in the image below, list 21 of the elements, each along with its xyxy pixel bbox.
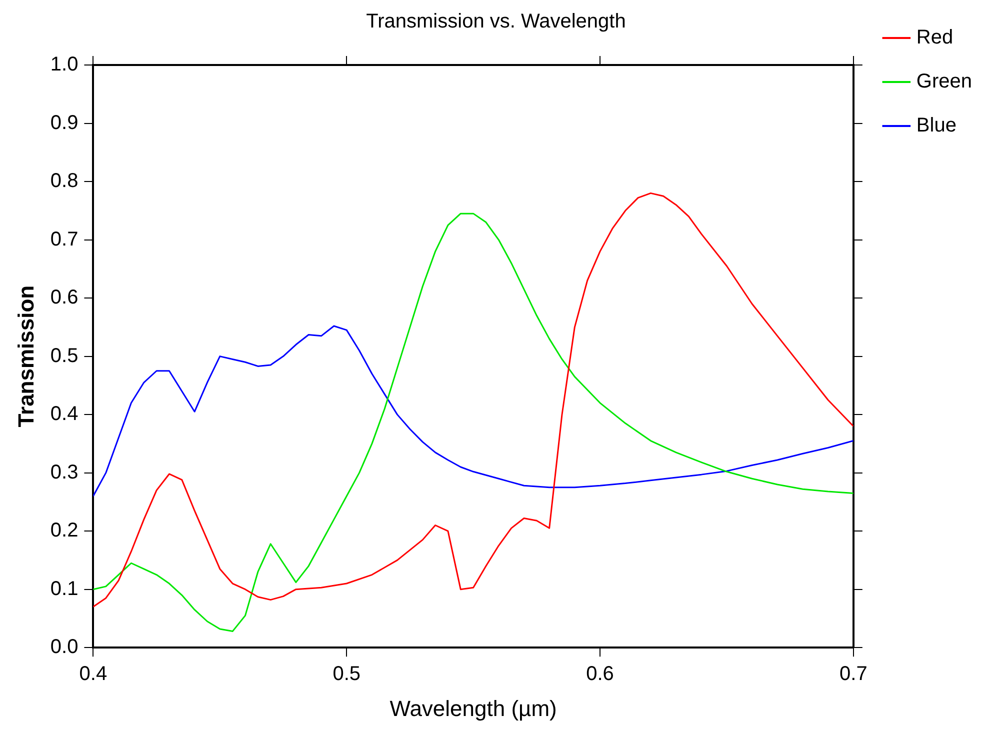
x-tick-label: 0.7 <box>840 663 868 686</box>
chart-title: Transmission vs. Wavelength <box>366 10 626 33</box>
y-tick-label: 0.0 <box>50 636 78 658</box>
y-tick-label: 0.2 <box>50 520 78 542</box>
y-tick-label: 1.0 <box>50 54 78 76</box>
x-tick-label: 0.4 <box>79 663 108 686</box>
y-tick-label: 0.3 <box>50 461 78 484</box>
legend-label: Red <box>916 26 954 49</box>
y-tick-label: 0.1 <box>50 578 78 600</box>
x-tick-label: 0.6 <box>586 663 614 686</box>
y-axis-title: Transmission <box>13 285 38 428</box>
legend-label: Green <box>916 70 972 93</box>
x-tick-label: 0.5 <box>332 663 361 686</box>
legend-label: Blue <box>916 114 956 137</box>
y-tick-label: 0.9 <box>50 112 78 134</box>
x-axis-title: Wavelength (µm) <box>390 696 557 721</box>
y-tick-label: 0.8 <box>50 170 78 192</box>
y-tick-label: 0.7 <box>50 228 78 250</box>
y-tick-label: 0.5 <box>50 344 78 367</box>
y-tick-label: 0.6 <box>50 286 78 309</box>
y-tick-label: 0.4 <box>50 403 78 426</box>
